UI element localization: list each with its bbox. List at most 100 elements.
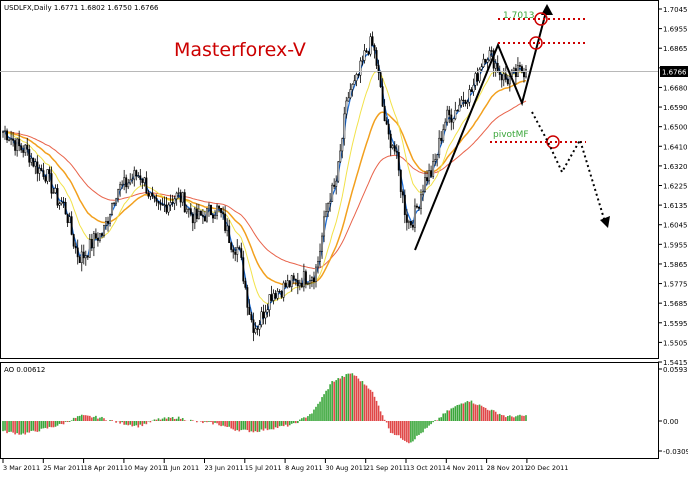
candle-body (123, 177, 126, 185)
candle-body (252, 319, 255, 333)
candle-body (466, 101, 469, 104)
awesome-oscillator (2, 373, 527, 444)
candle-body (230, 242, 233, 250)
target-circle-marker (534, 12, 548, 26)
candle-body (359, 60, 362, 76)
candle-body (54, 188, 57, 193)
candle-body (415, 205, 418, 208)
candle-body (185, 208, 188, 213)
candle-body (462, 99, 465, 102)
candle-body (117, 189, 120, 200)
candle-body (341, 138, 344, 152)
candle-body (248, 307, 251, 315)
candle-body (157, 201, 160, 204)
candle-body (171, 202, 174, 204)
candle-body (446, 109, 449, 123)
time-tick-label: 3 Mar 2011 (3, 464, 40, 472)
pivot-label: pivotMF (493, 130, 529, 140)
candle-body (48, 169, 51, 174)
price-tick-label: 1.6865 (663, 45, 688, 53)
candle-body (121, 184, 124, 186)
candle-body (343, 113, 346, 139)
candle-body (401, 191, 404, 196)
candle-body (317, 261, 319, 268)
candle-body (520, 66, 523, 73)
candle-body (246, 287, 249, 308)
candles (2, 31, 527, 342)
candle-body (256, 328, 259, 330)
candle-body (430, 170, 433, 177)
candle-body (262, 311, 265, 319)
candle-body (480, 66, 483, 70)
candle-body (175, 192, 178, 200)
candle-body (139, 175, 142, 180)
candle-body (428, 170, 431, 182)
time-tick-label: 13 Oct 2011 (406, 464, 446, 472)
candle-body (450, 114, 453, 123)
candle-body (119, 184, 122, 190)
candle-body (88, 239, 91, 258)
candle-body (212, 214, 214, 219)
candle-body (395, 150, 398, 153)
candle-body (426, 177, 429, 182)
candle-body (258, 324, 261, 330)
price-tick-label: 1.6410 (663, 143, 688, 151)
candle-body (345, 100, 348, 115)
candle-body (490, 50, 493, 52)
candle-body (205, 207, 208, 222)
price-tick-label: 1.5955 (663, 241, 688, 249)
candle-body (308, 280, 311, 284)
candle-body (525, 69, 527, 78)
candle-body (56, 188, 59, 206)
candle-body (228, 225, 231, 244)
candle-body (191, 213, 194, 224)
candle-body (335, 180, 338, 187)
high-circle-marker (529, 36, 543, 50)
candle-body (169, 202, 172, 206)
price-tick-label: 1.6225 (663, 183, 688, 191)
candle-body (456, 110, 459, 112)
time-tick-label: 28 Nov 2011 (487, 464, 529, 472)
candle-body (321, 235, 324, 252)
candle-body (523, 71, 525, 78)
candle-body (349, 89, 352, 99)
candle-body (232, 249, 235, 253)
arrow-up-head (541, 4, 553, 15)
candle-body (14, 140, 17, 151)
candle-body (363, 50, 366, 61)
candle-body (474, 73, 477, 86)
candle-body (167, 204, 170, 213)
candle-body (391, 145, 394, 149)
candle-body (452, 118, 455, 123)
candle-body (373, 45, 376, 51)
candle-body (105, 221, 107, 226)
candle-body (30, 157, 33, 163)
candle-body (234, 251, 237, 255)
symbol-info-text: USDLFX,Daily 1.6771 1.6802 1.6750 1.6766 (4, 4, 159, 12)
candle-body (34, 161, 37, 167)
candle-body (355, 74, 358, 82)
ma-orange-line (3, 79, 527, 286)
candle-body (294, 278, 297, 281)
candle-body (424, 177, 426, 192)
ao-axis: 0.0593 0.00 -0.03096 (658, 366, 688, 456)
candle-body (272, 293, 275, 301)
candle-body (92, 233, 95, 249)
candle-body (189, 208, 192, 215)
candle-body (302, 271, 305, 288)
candle-body (199, 210, 202, 216)
time-tick-label: 25 Mar 2011 (43, 464, 84, 472)
candle-body (440, 137, 443, 141)
candle-body (203, 216, 206, 222)
candle-body (333, 184, 336, 187)
candle-body (319, 251, 321, 262)
candle-body (38, 168, 41, 174)
candle-body (12, 138, 15, 141)
candle-body (472, 85, 475, 92)
price-tick-label: 1.6320 (663, 163, 688, 171)
candle-body (371, 36, 374, 46)
candle-body (254, 328, 257, 333)
candle-body (218, 205, 221, 209)
candle-body (22, 149, 25, 153)
